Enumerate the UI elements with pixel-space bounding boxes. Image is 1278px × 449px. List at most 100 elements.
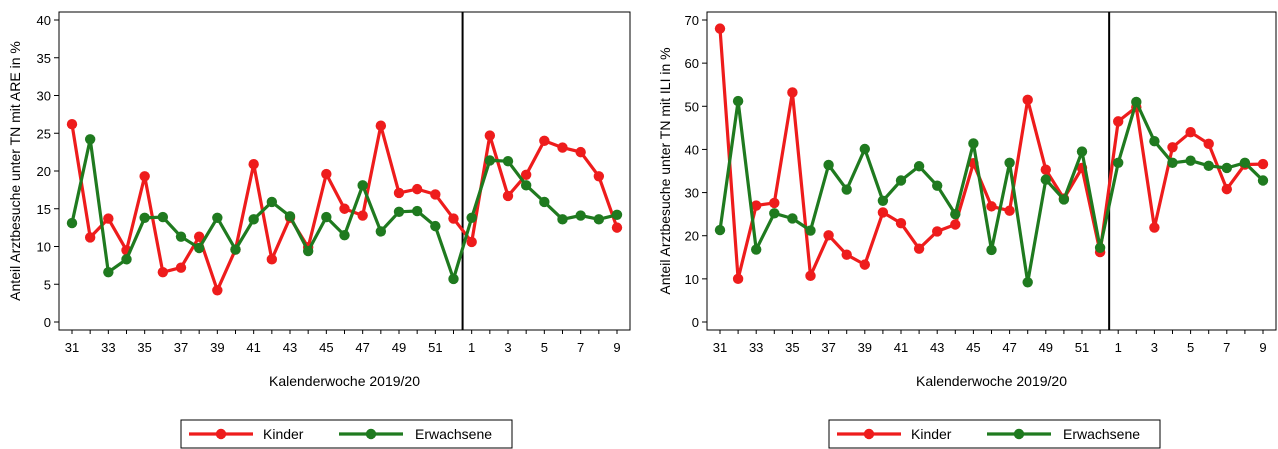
data-point-erwachsene (539, 196, 550, 208)
data-point-erwachsene (230, 244, 241, 255)
legend-label-kinder: Kinder (911, 426, 952, 442)
data-point-erwachsene (787, 213, 798, 224)
series-kinder (66, 118, 623, 296)
x-tick-label: 35 (785, 340, 799, 355)
data-point-erwachsene (1058, 194, 1070, 205)
data-point-erwachsene (139, 212, 150, 224)
data-point-erwachsene (121, 254, 132, 265)
data-point-kinder (502, 190, 514, 202)
data-point-erwachsene (430, 220, 441, 232)
y-tick-label: 70 (685, 13, 699, 28)
plot-frame (58, 11, 631, 331)
data-point-erwachsene (1167, 157, 1178, 169)
data-point-erwachsene (751, 244, 762, 255)
y-tick-label: 25 (37, 126, 51, 141)
y-tick-label: 10 (685, 272, 699, 287)
data-point-kinder (466, 236, 477, 248)
data-point-erwachsene (157, 211, 169, 223)
data-point-kinder (1257, 158, 1269, 170)
data-point-kinder (520, 169, 532, 180)
x-tick-label: 5 (541, 340, 548, 355)
y-tick-label: 35 (37, 51, 51, 66)
data-point-erwachsene (193, 242, 205, 254)
series-erwachsene (714, 95, 1269, 288)
data-point-kinder (1203, 138, 1214, 150)
legend-label-erwachsene: Erwachsene (1063, 426, 1140, 442)
data-point-erwachsene (841, 184, 852, 195)
y-tick-label: 30 (37, 89, 51, 104)
data-point-kinder (593, 171, 605, 182)
series-erwachsene (66, 134, 623, 285)
data-point-kinder (1004, 205, 1015, 216)
data-point-kinder (751, 200, 762, 211)
data-point-erwachsene (502, 155, 514, 167)
x-tick-label: 45 (319, 340, 333, 355)
data-point-kinder (823, 230, 834, 241)
data-point-kinder (1221, 183, 1233, 195)
data-point-erwachsene (611, 209, 623, 220)
x-tick-label: 47 (1002, 340, 1016, 355)
data-point-erwachsene (769, 208, 780, 219)
data-point-erwachsene (103, 266, 114, 278)
data-point-kinder (841, 249, 852, 260)
data-point-kinder (1113, 116, 1124, 127)
data-point-erwachsene (593, 214, 605, 225)
x-tick-label: 7 (577, 340, 584, 355)
data-point-erwachsene (1113, 157, 1124, 169)
plot-frame (706, 11, 1277, 331)
x-tick-label: 47 (355, 340, 369, 355)
x-tick-label: 1 (468, 340, 475, 355)
y-tick-label: 40 (37, 13, 51, 28)
data-point-kinder (84, 232, 96, 243)
data-point-kinder (769, 197, 780, 209)
x-tick-label: 41 (894, 340, 908, 355)
data-point-erwachsene (1131, 96, 1142, 108)
data-point-erwachsene (84, 134, 96, 145)
data-point-erwachsene (950, 208, 961, 220)
x-tick-label: 31 (65, 340, 79, 355)
data-point-kinder (1167, 142, 1178, 153)
data-point-erwachsene (212, 212, 223, 224)
data-point-erwachsene (557, 214, 568, 225)
data-point-kinder (484, 130, 496, 141)
data-point-erwachsene (484, 155, 496, 166)
y-tick-label: 0 (692, 315, 699, 330)
x-tick-label: 3 (504, 340, 511, 355)
data-point-erwachsene (1149, 136, 1160, 147)
data-point-erwachsene (1203, 160, 1214, 172)
data-point-erwachsene (1004, 157, 1015, 169)
data-point-kinder (539, 135, 550, 146)
x-tick-label: 37 (821, 340, 835, 355)
data-point-erwachsene (895, 175, 907, 186)
data-point-erwachsene (339, 229, 350, 241)
x-tick-label: 43 (930, 340, 944, 355)
data-point-kinder (1149, 222, 1160, 233)
data-point-kinder (895, 218, 907, 229)
data-point-erwachsene (411, 205, 423, 217)
x-tick-label: 39 (858, 340, 872, 355)
x-tick-label: 51 (428, 340, 442, 355)
y-axis-label: Anteil Arztbesuche unter TN mit ILI in % (657, 47, 673, 294)
data-point-kinder (1022, 94, 1033, 106)
data-point-kinder (321, 168, 332, 180)
legend: Kinder Erwachsene (828, 419, 1161, 449)
data-point-kinder (787, 87, 798, 98)
x-tick-label: 7 (1223, 340, 1230, 355)
data-point-kinder (375, 120, 387, 131)
data-point-kinder (714, 23, 726, 34)
data-point-kinder (248, 159, 259, 170)
data-point-erwachsene (575, 210, 586, 221)
x-tick-label: 45 (966, 340, 980, 355)
data-point-kinder (339, 203, 350, 214)
data-point-kinder (393, 187, 405, 199)
y-tick-label: 0 (44, 315, 51, 330)
x-tick-label: 41 (246, 340, 260, 355)
data-point-kinder (913, 243, 925, 254)
data-point-kinder (266, 254, 278, 265)
data-point-erwachsene (823, 159, 834, 171)
x-tick-label: 3 (1151, 340, 1158, 355)
data-point-erwachsene (732, 95, 744, 107)
x-tick-label: 5 (1187, 340, 1194, 355)
legend-swatch-marker (1013, 428, 1025, 440)
